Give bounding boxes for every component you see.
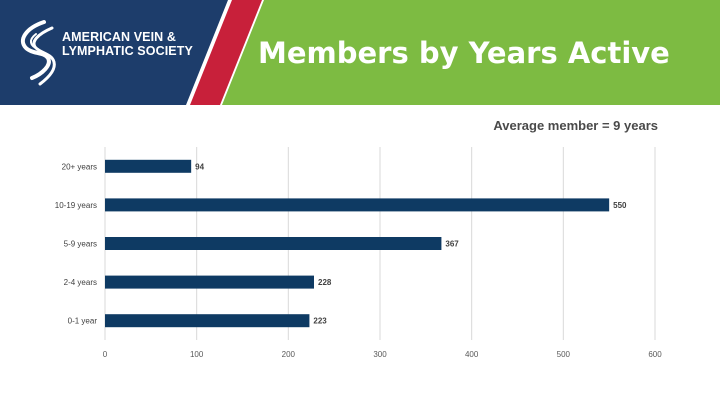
header-background	[0, 0, 720, 105]
data-label: 94	[195, 162, 204, 171]
average-member-note: Average member = 9 years	[493, 118, 658, 133]
data-label: 550	[613, 201, 627, 210]
x-tick-label: 300	[373, 350, 387, 359]
x-tick-label: 400	[465, 350, 479, 359]
bar	[105, 275, 314, 289]
header-banner: AMERICAN VEIN & LYMPHATIC SOCIETY Member…	[0, 0, 720, 105]
category-label: 0-1 year	[68, 317, 98, 326]
header-green-panel	[222, 0, 720, 105]
org-name: AMERICAN VEIN & LYMPHATIC SOCIETY	[62, 30, 193, 58]
data-label: 228	[318, 278, 332, 287]
data-label: 367	[445, 240, 459, 249]
x-tick-label: 100	[190, 350, 204, 359]
x-tick-label: 200	[282, 350, 296, 359]
bar	[105, 159, 192, 173]
data-label: 223	[313, 317, 327, 326]
org-name-line2: LYMPHATIC SOCIETY	[62, 44, 193, 58]
x-tick-label: 600	[648, 350, 662, 359]
slide-title: Members by Years Active	[258, 36, 670, 70]
category-label: 2-4 years	[64, 278, 97, 287]
bar	[105, 237, 442, 250]
bar-chart: 0 100 200 300 400 500 600 20+ years 94 10-19 year…	[55, 147, 662, 359]
category-label: 10-19 years	[55, 201, 97, 210]
org-name-line1: AMERICAN VEIN &	[62, 30, 177, 44]
category-label: 5-9 years	[64, 240, 97, 249]
vein-swirl-icon	[20, 20, 56, 86]
org-logo	[14, 18, 204, 90]
x-tick-label: 500	[557, 350, 571, 359]
header-red-stripe	[190, 0, 262, 105]
x-tick-label: 0	[103, 350, 108, 359]
bar	[105, 198, 610, 212]
header-navy-panel	[0, 0, 228, 105]
bar	[105, 314, 310, 328]
category-label: 20+ years	[62, 162, 97, 171]
